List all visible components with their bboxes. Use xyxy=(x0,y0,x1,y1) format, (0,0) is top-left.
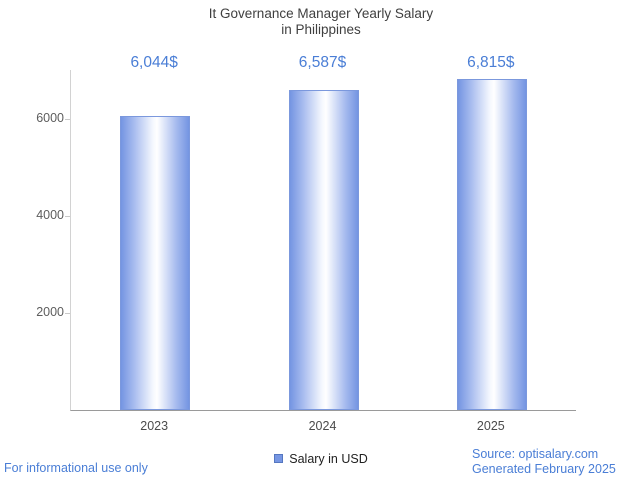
x-axis-label-2023: 2023 xyxy=(140,419,169,433)
bar-2024[interactable] xyxy=(288,90,359,410)
chart-title: It Governance Manager Yearly Salary in P… xyxy=(0,6,642,38)
x-axis-label-2024: 2024 xyxy=(308,419,337,433)
bar-2025[interactable] xyxy=(456,79,527,410)
bar-value-label-2023: 6,044$ xyxy=(130,54,178,71)
plot-area xyxy=(70,70,576,411)
x-axis-label-2025: 2025 xyxy=(476,419,505,433)
legend: Salary in USD xyxy=(0,452,642,466)
chart-title-line1: It Governance Manager Yearly Salary xyxy=(208,6,434,21)
y-axis-tick-2000 xyxy=(65,312,70,314)
source-line: Source: optisalary.com xyxy=(472,447,599,461)
source-info: Source: optisalary.com Generated Februar… xyxy=(472,447,616,477)
generated-line: Generated February 2025 xyxy=(472,462,616,476)
disclaimer-text: For informational use only xyxy=(4,461,148,475)
legend-label: Salary in USD xyxy=(289,452,368,466)
chart-title-line2: in Philippines xyxy=(281,22,361,38)
bar-2023[interactable] xyxy=(120,116,191,410)
y-axis-tick-4000 xyxy=(65,215,70,217)
y-axis-label-4000: 4000 xyxy=(36,207,64,222)
y-axis-label-2000: 2000 xyxy=(36,304,64,319)
y-axis-label-6000: 6000 xyxy=(36,110,64,125)
legend-swatch-icon xyxy=(274,454,284,464)
bar-value-label-2025: 6,815$ xyxy=(467,54,515,71)
bar-value-label-2024: 6,587$ xyxy=(298,54,347,71)
y-axis-tick-6000 xyxy=(65,118,70,120)
